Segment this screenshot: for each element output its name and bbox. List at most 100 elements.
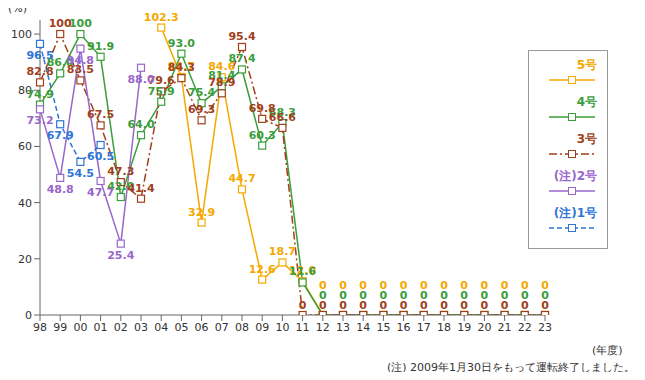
svg-text:10: 10 xyxy=(275,321,289,334)
svg-text:01: 01 xyxy=(94,321,108,334)
svg-text:16: 16 xyxy=(397,321,411,334)
svg-text:14: 14 xyxy=(356,321,370,334)
svg-text:67.9: 67.9 xyxy=(47,129,74,142)
svg-text:02: 02 xyxy=(114,321,128,334)
svg-text:67.5: 67.5 xyxy=(87,108,114,121)
svg-text:0: 0 xyxy=(399,279,408,292)
svg-text:0: 0 xyxy=(379,279,388,292)
svg-text:102.3: 102.3 xyxy=(144,11,179,24)
svg-text:05: 05 xyxy=(174,321,188,334)
svg-text:75.4: 75.4 xyxy=(188,86,216,100)
svg-text:66.6: 66.6 xyxy=(269,111,296,124)
svg-text:91.9: 91.9 xyxy=(87,40,114,53)
svg-text:09: 09 xyxy=(255,321,269,334)
svg-text:93.0: 93.0 xyxy=(168,37,195,50)
svg-text:87.4: 87.4 xyxy=(228,52,255,65)
svg-text:75.9: 75.9 xyxy=(147,84,175,98)
svg-text:18: 18 xyxy=(437,321,451,334)
svg-text:40: 40 xyxy=(18,197,32,210)
svg-text:0: 0 xyxy=(480,279,489,292)
svg-text:0: 0 xyxy=(25,309,32,322)
svg-text:95.4: 95.4 xyxy=(228,30,255,43)
svg-text:69.8: 69.8 xyxy=(248,101,276,115)
svg-text:11.6: 11.6 xyxy=(289,265,316,278)
svg-text:73.2: 73.2 xyxy=(26,114,53,127)
svg-text:0: 0 xyxy=(380,299,388,312)
svg-text:12.6: 12.6 xyxy=(249,263,276,276)
svg-text:08: 08 xyxy=(235,321,249,334)
html-text:4号: 4号 xyxy=(576,95,597,109)
svg-text:54.5: 54.5 xyxy=(67,167,94,180)
svg-text:0: 0 xyxy=(541,299,549,312)
html-text:(注)2号: (注)2号 xyxy=(553,169,597,183)
svg-text:82.8: 82.8 xyxy=(26,65,53,78)
svg-text:23: 23 xyxy=(538,321,552,334)
svg-text:22: 22 xyxy=(518,321,532,334)
svg-text:0: 0 xyxy=(379,289,388,302)
svg-text:100: 100 xyxy=(49,17,72,30)
html-text:(年度): (年度) xyxy=(592,344,623,357)
svg-text:18.7: 18.7 xyxy=(269,245,296,258)
svg-text:74.9: 74.9 xyxy=(26,88,53,101)
svg-text:21: 21 xyxy=(498,321,512,334)
svg-text:0: 0 xyxy=(399,289,408,302)
svg-text:83.5: 83.5 xyxy=(66,63,94,77)
svg-text:100: 100 xyxy=(69,17,92,30)
svg-text:20: 20 xyxy=(18,253,32,266)
svg-text:0: 0 xyxy=(420,299,428,312)
svg-text:13: 13 xyxy=(336,321,350,334)
svg-text:0: 0 xyxy=(440,299,448,312)
svg-text:64.0: 64.0 xyxy=(127,118,154,131)
svg-text:0: 0 xyxy=(500,279,509,292)
svg-text:44.7: 44.7 xyxy=(228,172,255,185)
svg-text:17: 17 xyxy=(417,321,431,334)
svg-text:0: 0 xyxy=(339,279,347,292)
svg-text:12: 12 xyxy=(316,321,330,334)
svg-text:78.9: 78.9 xyxy=(208,76,235,89)
svg-text:20: 20 xyxy=(477,321,491,334)
svg-text:99: 99 xyxy=(53,321,67,334)
svg-text:0: 0 xyxy=(319,279,327,292)
svg-text:69.3: 69.3 xyxy=(188,103,215,116)
svg-text:60.5: 60.5 xyxy=(87,150,114,163)
svg-text:48.8: 48.8 xyxy=(47,183,74,196)
svg-text:32.9: 32.9 xyxy=(188,206,215,219)
svg-text:0: 0 xyxy=(319,299,327,312)
svg-text:0: 0 xyxy=(521,299,529,312)
svg-text:41.4: 41.4 xyxy=(127,182,154,195)
svg-text:0: 0 xyxy=(339,299,347,312)
svg-text:06: 06 xyxy=(195,321,209,334)
html-text:3号: 3号 xyxy=(576,132,597,146)
svg-text:11: 11 xyxy=(296,321,310,334)
svg-text:88.0: 88.0 xyxy=(127,73,154,86)
svg-text:80: 80 xyxy=(18,84,32,98)
svg-text:00: 00 xyxy=(73,321,87,334)
svg-text:60: 60 xyxy=(18,140,32,153)
svg-text:0: 0 xyxy=(500,289,509,302)
svg-text:15: 15 xyxy=(376,321,390,334)
html-text:5号: 5号 xyxy=(576,58,597,72)
svg-text:04: 04 xyxy=(154,321,168,334)
svg-text:03: 03 xyxy=(134,321,148,334)
svg-text:47.3: 47.3 xyxy=(107,165,134,178)
html-text:(注)1号: (注)1号 xyxy=(553,206,597,220)
svg-text:60.3: 60.3 xyxy=(249,129,276,142)
svg-text:94.8: 94.8 xyxy=(67,54,94,67)
svg-text:100: 100 xyxy=(11,28,32,41)
svg-text:84.3: 84.3 xyxy=(168,61,195,74)
svg-text:0: 0 xyxy=(501,299,509,312)
svg-text:0: 0 xyxy=(460,299,468,312)
svg-text:0: 0 xyxy=(481,299,489,312)
html-text:(注) 2009年1月30日をもって運転終了しました。: (注) 2009年1月30日をもって運転終了しました。 xyxy=(386,361,635,374)
svg-text:0: 0 xyxy=(400,299,408,312)
svg-text:0: 0 xyxy=(299,299,307,312)
svg-text:07: 07 xyxy=(215,321,229,334)
svg-text:25.4: 25.4 xyxy=(107,249,134,262)
svg-text:0: 0 xyxy=(359,299,367,312)
svg-text:96.5: 96.5 xyxy=(26,49,53,62)
svg-text:0: 0 xyxy=(480,289,489,302)
svg-text:19: 19 xyxy=(457,321,471,334)
svg-text:47.7: 47.7 xyxy=(87,186,114,199)
svg-text:98: 98 xyxy=(33,321,47,334)
svg-text:79.6: 79.6 xyxy=(147,74,175,88)
